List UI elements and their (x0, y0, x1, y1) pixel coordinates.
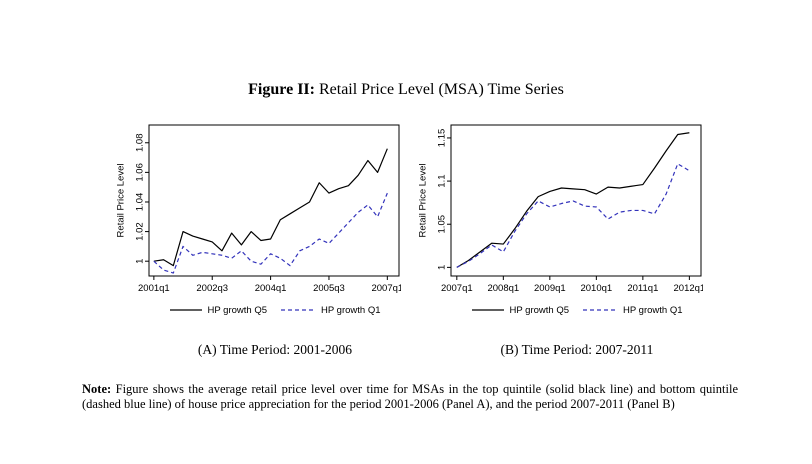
y-tick-label: 1.02 (135, 222, 146, 241)
q5-series-line (456, 132, 690, 268)
y-tick-label: 1.05 (437, 215, 448, 234)
y-tick-label: 1 (437, 265, 448, 270)
x-tick-label: 2011q1 (627, 283, 658, 294)
legend-item-q1: HP growth Q1 (281, 305, 381, 316)
q1-series-line (153, 192, 388, 274)
y-tick-label: 1.04 (135, 193, 146, 212)
plot-frame (148, 124, 400, 277)
x-tick-label: 2009q1 (534, 283, 566, 294)
panel-a-caption: (A) Time Period: 2001-2006 (197, 342, 353, 357)
figure-note: Note: Figure shows the average retail pr… (82, 382, 738, 412)
legend-label-q5: HP growth Q5 (509, 304, 570, 316)
x-tick-label: 2012q1 (674, 283, 703, 294)
panel-b: 1 1.05 1.1 1.15 2007q1 2008q1 2009q1 2010q1 2011… (411, 120, 703, 358)
panel-b-caption: (B) Time Period: 2007-2011 (500, 342, 654, 357)
y-axis-title: Retail Price Level (116, 164, 127, 238)
x-tick-label: 2010q1 (580, 283, 612, 294)
y-tick-label: 1.08 (135, 134, 146, 153)
x-tick-label: 2001q1 (138, 283, 170, 294)
x-tick-label: 2008q1 (487, 283, 519, 294)
plot-frame (450, 124, 702, 277)
figure-title: Figure II: Retail Price Level (MSA) Time… (0, 80, 812, 100)
figure-note-text: Figure shows the average retail price le… (82, 382, 738, 411)
legend-item-q1: HP growth Q1 (583, 305, 683, 316)
figure-note-label: Note: (82, 382, 112, 396)
q1-line-sample (281, 309, 315, 311)
charts-row: 1 1.02 1.04 1.06 1.08 2001q1 2002q3 2004q1 2005q… (0, 120, 812, 358)
x-tick-label: 2007q1 (441, 283, 473, 294)
q1-line-sample (583, 309, 617, 311)
x-tick-label: 2007q1 (371, 283, 401, 294)
legend-item-q5: HP growth Q5 (169, 304, 268, 316)
panel-a-legend: HP growth Q5 HP growth Q1 (109, 302, 401, 318)
x-tick-label: 2002q3 (196, 283, 228, 294)
legend-label-q1: HP growth Q1 (321, 304, 381, 316)
x-tick-label: 2004q1 (255, 283, 287, 294)
panel-a-chart: 1 1.02 1.04 1.06 1.08 2001q1 2002q3 2004q1 2005q… (116, 124, 401, 294)
legend-item-q5: HP growth Q5 (471, 304, 570, 316)
q5-line-sample (169, 309, 202, 311)
y-tick-label: 1.06 (135, 163, 146, 182)
q1-series-line (456, 163, 690, 268)
panel-a: 1 1.02 1.04 1.06 1.08 2001q1 2002q3 2004q1 2005q… (109, 120, 401, 358)
q5-line-sample (471, 309, 504, 311)
y-tick-label: 1.15 (437, 129, 448, 148)
figure-title-text: Retail Price Level (MSA) Time Series (314, 81, 564, 98)
figure-title-label: Figure II: (248, 81, 315, 98)
y-axis-title: Retail Price Level (418, 164, 429, 238)
x-tick-label: 2005q3 (313, 283, 345, 294)
y-tick-label: 1 (135, 259, 146, 264)
panel-b-legend: HP growth Q5 HP growth Q1 (411, 302, 703, 318)
panel-b-chart: 1 1.05 1.1 1.15 2007q1 2008q1 2009q1 2010q1 2011… (418, 124, 703, 294)
legend-label-q1: HP growth Q1 (623, 304, 683, 316)
q5-series-line (153, 148, 388, 267)
y-tick-label: 1.1 (437, 174, 448, 187)
legend-label-q5: HP growth Q5 (207, 304, 268, 316)
